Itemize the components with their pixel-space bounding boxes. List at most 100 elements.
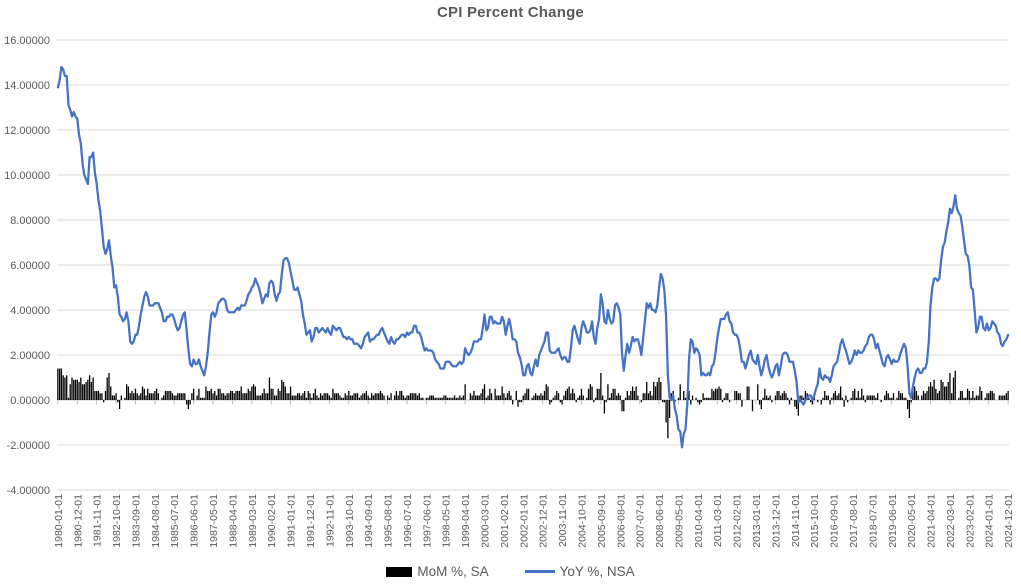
mom-bar <box>573 393 576 400</box>
mom-bar <box>438 397 440 400</box>
mom-bar <box>656 382 658 400</box>
mom-bar <box>168 391 170 400</box>
mom-bar <box>771 400 773 403</box>
x-tick-label: 2016-09-01 <box>829 494 841 548</box>
mom-bar <box>150 393 152 400</box>
mom-bar <box>83 384 85 400</box>
mom-bar <box>309 393 311 400</box>
mom-bar <box>905 397 907 400</box>
mom-bar <box>409 393 412 400</box>
mom-bar <box>1003 395 1006 400</box>
mom-bar <box>668 400 671 418</box>
x-tick-label: 1988-04-01 <box>227 494 239 548</box>
mom-bar <box>540 393 542 400</box>
mom-bar <box>434 397 436 400</box>
mom-bar <box>1002 395 1004 400</box>
mom-bar <box>834 391 836 400</box>
y-tick-label: 4.00000 <box>10 305 50 317</box>
mom-bar <box>931 386 933 400</box>
mom-bar <box>439 397 442 400</box>
mom-bar <box>252 384 255 400</box>
mom-bar <box>887 393 889 400</box>
mom-bar <box>383 395 385 400</box>
x-tick-label: 1983-09-01 <box>130 494 142 548</box>
mom-bar <box>258 395 260 400</box>
mom-bar <box>968 391 970 400</box>
mom-bar <box>334 393 336 400</box>
mom-bar <box>959 391 962 400</box>
mom-bar <box>374 393 376 400</box>
mom-bar <box>305 397 308 400</box>
mom-bar <box>57 368 59 400</box>
mom-bar <box>430 395 433 400</box>
mom-bar <box>118 400 121 409</box>
yoy-line-swatch-icon <box>524 570 555 573</box>
mom-bar <box>245 393 248 400</box>
x-tick-label: 1987-05-01 <box>208 494 220 548</box>
mom-bar <box>735 391 738 400</box>
mom-bar <box>450 397 452 400</box>
mom-bar <box>154 391 156 400</box>
x-tick-label: 2007-07-01 <box>635 494 647 548</box>
mom-bar <box>832 393 835 400</box>
mom-bar <box>203 397 205 400</box>
x-tick-label: 2010-04-01 <box>693 494 705 548</box>
mom-bar <box>989 391 992 400</box>
mom-bar <box>739 393 741 400</box>
mom-bar <box>288 393 290 400</box>
mom-bar <box>289 386 292 400</box>
mom-bar <box>944 386 946 400</box>
mom-bar <box>163 395 165 400</box>
mom-bar <box>349 395 352 400</box>
mom-bar <box>506 393 509 400</box>
mom-bar <box>899 393 902 400</box>
mom-bar <box>90 382 93 400</box>
mom-bar <box>609 397 611 400</box>
mom-bar <box>104 391 107 400</box>
y-tick-label: 0.00000 <box>10 395 50 407</box>
mom-bar <box>603 400 606 414</box>
mom-bar <box>318 397 320 400</box>
mom-bar <box>596 388 598 400</box>
mom-bar <box>885 391 888 400</box>
mom-bar <box>610 393 613 400</box>
mom-bar <box>868 395 870 400</box>
mom-bar <box>222 393 225 400</box>
mom-bar <box>445 395 447 400</box>
x-tick-label: 2014-11-01 <box>790 494 802 547</box>
mom-bar <box>510 395 512 400</box>
y-tick-label: 2.00000 <box>10 350 50 362</box>
mom-bar <box>616 395 618 400</box>
mom-bar <box>988 393 990 400</box>
mom-bar <box>697 400 699 403</box>
legend-item-yoy: YoY %, NSA <box>524 564 635 579</box>
mom-bar <box>143 388 145 400</box>
mom-bar <box>591 386 593 400</box>
mom-bar <box>228 393 230 400</box>
x-tick-label: 2008-06-01 <box>654 494 666 548</box>
mom-bar <box>658 377 660 400</box>
mom-bar <box>700 400 703 403</box>
mom-bar <box>520 400 523 403</box>
mom-bar <box>979 386 981 400</box>
mom-bar <box>99 393 101 400</box>
mom-bar <box>230 391 232 400</box>
mom-bar <box>788 400 791 405</box>
mom-bar <box>741 400 743 407</box>
mom-bar <box>534 393 537 400</box>
mom-bar <box>556 391 558 400</box>
mom-bar <box>390 393 392 400</box>
mom-bar <box>261 393 264 400</box>
x-tick-label: 2002-12-01 <box>538 494 550 548</box>
y-tick-label: 8.00000 <box>10 215 50 227</box>
mom-bar <box>284 386 286 400</box>
mom-bar <box>97 391 100 400</box>
mom-bar <box>231 391 234 400</box>
mom-bar <box>487 395 489 400</box>
mom-bar <box>263 388 265 400</box>
mom-bar <box>205 386 207 400</box>
mom-bar <box>483 384 486 400</box>
mom-bar <box>302 393 304 400</box>
mom-bar <box>217 388 219 400</box>
mom-bar <box>505 397 507 400</box>
